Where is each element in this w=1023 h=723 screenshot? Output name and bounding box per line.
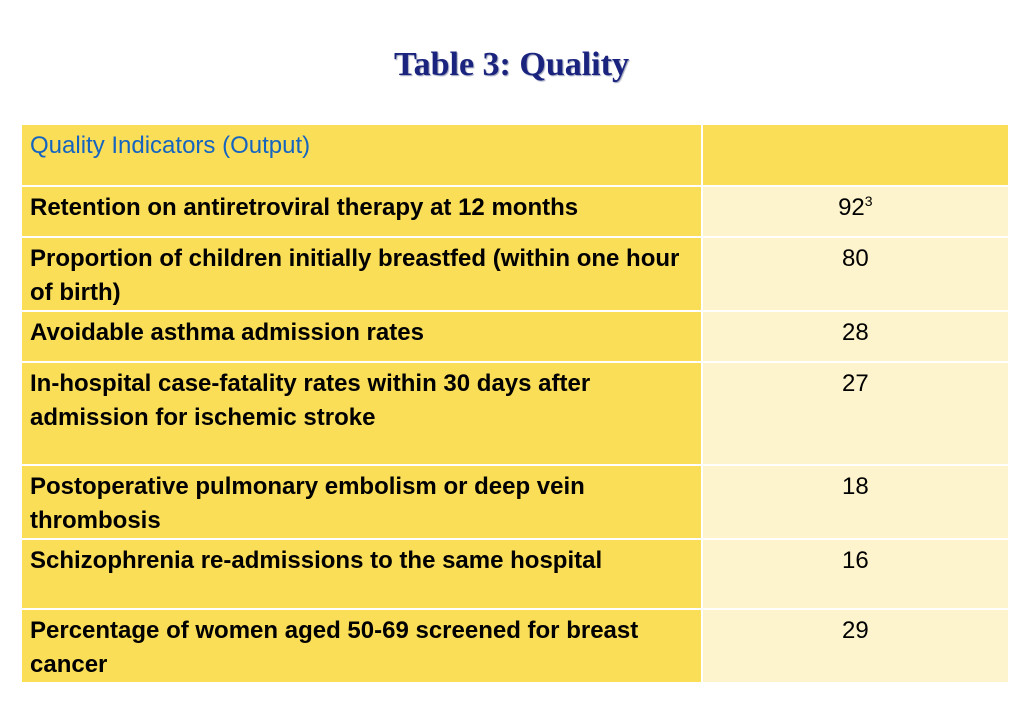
indicator-label: In-hospital case-fatality rates within 3… bbox=[20, 361, 703, 466]
indicator-value: 28 bbox=[700, 310, 1011, 363]
footnote-marker: 3 bbox=[864, 193, 873, 209]
indicator-label: Retention on antiretroviral therapy at 1… bbox=[20, 185, 703, 238]
indicator-label: Avoidable asthma admission rates bbox=[20, 310, 703, 363]
indicator-value: 29 bbox=[700, 608, 1011, 684]
header-label-cell: Quality Indicators (Output) bbox=[20, 123, 703, 187]
table-row: In-hospital case-fatality rates within 3… bbox=[20, 361, 1011, 466]
table-row: Percentage of women aged 50-69 screened … bbox=[20, 608, 1011, 684]
value-number: 92 bbox=[838, 194, 865, 221]
indicator-value: 923 bbox=[700, 185, 1011, 238]
quality-table: Quality Indicators (Output) Retention on… bbox=[20, 123, 1011, 684]
table-row: Postoperative pulmonary embolism or deep… bbox=[20, 464, 1011, 540]
indicator-value: 27 bbox=[700, 361, 1011, 466]
header-value-cell bbox=[700, 123, 1011, 187]
indicator-value: 18 bbox=[700, 464, 1011, 540]
table-row: Schizophrenia re-admissions to the same … bbox=[20, 538, 1011, 610]
table-row: Proportion of children initially breastf… bbox=[20, 236, 1011, 312]
indicator-label: Postoperative pulmonary embolism or deep… bbox=[20, 464, 703, 540]
page-title: Table 3: Quality bbox=[394, 46, 629, 83]
indicator-label: Schizophrenia re-admissions to the same … bbox=[20, 538, 703, 610]
table-row: Retention on antiretroviral therapy at 1… bbox=[20, 185, 1011, 238]
table-row: Avoidable asthma admission rates 28 bbox=[20, 310, 1011, 363]
indicator-value: 16 bbox=[700, 538, 1011, 610]
indicator-label: Proportion of children initially breastf… bbox=[20, 236, 703, 312]
indicator-value: 80 bbox=[700, 236, 1011, 312]
table-header-row: Quality Indicators (Output) bbox=[20, 123, 1011, 187]
indicator-label: Percentage of women aged 50-69 screened … bbox=[20, 608, 703, 684]
